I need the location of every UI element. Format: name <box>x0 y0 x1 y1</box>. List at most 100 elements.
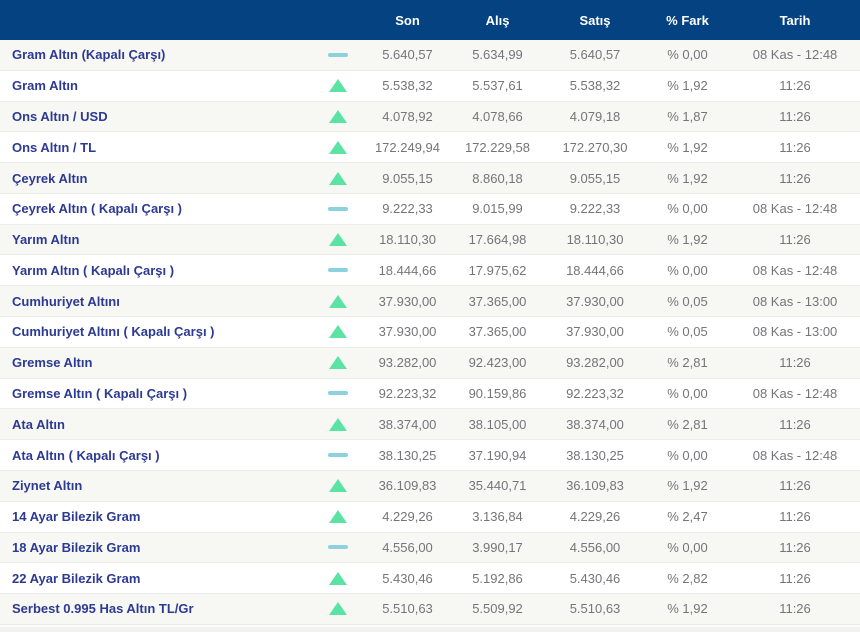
instrument-name: Yarım Altın <box>0 232 310 247</box>
fark-value: % 0,00 <box>645 386 730 401</box>
satis-value: 18.110,30 <box>545 232 645 247</box>
table-row[interactable]: Çeyrek Altın 9.055,15 8.860,18 9.055,15 … <box>0 163 860 194</box>
son-value: 5.510,63 <box>365 601 450 616</box>
table-row[interactable]: Ons Altın / USD 4.078,92 4.078,66 4.079,… <box>0 102 860 133</box>
table-row[interactable]: Yarım Altın ( Kapalı Çarşı ) 18.444,66 1… <box>0 255 860 286</box>
trend-flat-icon <box>328 268 348 272</box>
tarih-value: 11:26 <box>730 171 860 186</box>
alis-value: 172.229,58 <box>450 140 545 155</box>
trend-up-icon <box>329 233 347 246</box>
tarih-value: 08 Kas - 13:00 <box>730 324 860 339</box>
fark-value: % 1,92 <box>645 601 730 616</box>
alis-value: 5.509,92 <box>450 601 545 616</box>
son-value: 38.374,00 <box>365 417 450 432</box>
alis-value: 35.440,71 <box>450 478 545 493</box>
table-row[interactable]: Cumhuriyet Altını ( Kapalı Çarşı ) 37.93… <box>0 317 860 348</box>
trend-flat-icon <box>328 545 348 549</box>
satis-value: 172.270,30 <box>545 140 645 155</box>
son-value: 93.282,00 <box>365 355 450 370</box>
alis-value: 37.365,00 <box>450 324 545 339</box>
fark-value: % 0,00 <box>645 263 730 278</box>
tarih-value: 11:26 <box>730 109 860 124</box>
instrument-name: Yarım Altın ( Kapalı Çarşı ) <box>0 263 310 278</box>
alis-value: 90.159,86 <box>450 386 545 401</box>
trend-flat-icon <box>328 207 348 211</box>
trend-up-icon <box>329 325 347 338</box>
fark-value: % 1,92 <box>645 171 730 186</box>
instrument-name: Çeyrek Altın <box>0 171 310 186</box>
table-row[interactable]: Gram Altın (Kapalı Çarşı) 5.640,57 5.634… <box>0 40 860 71</box>
trend-up-icon <box>329 172 347 185</box>
satis-value: 5.510,63 <box>545 601 645 616</box>
trend-flat-icon <box>328 53 348 57</box>
tarih-value: 11:26 <box>730 509 860 524</box>
fark-value: % 1,92 <box>645 140 730 155</box>
alis-value: 37.190,94 <box>450 448 545 463</box>
table-row[interactable]: 14 Ayar Bilezik Gram 4.229,26 3.136,84 4… <box>0 502 860 533</box>
son-value: 37.930,00 <box>365 294 450 309</box>
instrument-name: 18 Ayar Bilezik Gram <box>0 540 310 555</box>
tarih-value: 11:26 <box>730 355 860 370</box>
satis-value: 18.444,66 <box>545 263 645 278</box>
instrument-name: Ziynet Altın <box>0 478 310 493</box>
table-row[interactable]: Cumhuriyet Altını 37.930,00 37.365,00 37… <box>0 286 860 317</box>
trend-up-icon <box>329 602 347 615</box>
son-value: 18.110,30 <box>365 232 450 247</box>
instrument-name: Çeyrek Altın ( Kapalı Çarşı ) <box>0 201 310 216</box>
instrument-name: Cumhuriyet Altını <box>0 294 310 309</box>
son-value: 4.078,92 <box>365 109 450 124</box>
trend-up-icon <box>329 510 347 523</box>
satis-value: 5.430,46 <box>545 571 645 586</box>
tarih-value: 11:26 <box>730 232 860 247</box>
table-row[interactable]: 18 Ayar Bilezik Gram 4.556,00 3.990,17 4… <box>0 533 860 564</box>
table-row[interactable]: Ata Altın ( Kapalı Çarşı ) 38.130,25 37.… <box>0 440 860 471</box>
instrument-name: Serbest 0.995 Has Altın TL/Gr <box>0 601 310 616</box>
son-value: 18.444,66 <box>365 263 450 278</box>
satis-value: 38.130,25 <box>545 448 645 463</box>
table-row[interactable]: Çeyrek Altın ( Kapalı Çarşı ) 9.222,33 9… <box>0 194 860 225</box>
instrument-name: 14 Ayar Bilezik Gram <box>0 509 310 524</box>
alis-value: 5.537,61 <box>450 78 545 93</box>
table-row[interactable]: 22 Ayar Bilezik Gram 5.430,46 5.192,86 5… <box>0 563 860 594</box>
tarih-value: 08 Kas - 13:00 <box>730 294 860 309</box>
trend-flat-icon <box>328 391 348 395</box>
alis-value: 38.105,00 <box>450 417 545 432</box>
table-footer-spacer <box>0 625 860 632</box>
table-row[interactable]: Ata Altın 38.374,00 38.105,00 38.374,00 … <box>0 409 860 440</box>
son-value: 9.055,15 <box>365 171 450 186</box>
column-header-son: Son <box>365 13 450 28</box>
tarih-value: 08 Kas - 12:48 <box>730 386 860 401</box>
satis-value: 5.538,32 <box>545 78 645 93</box>
instrument-name: Cumhuriyet Altını ( Kapalı Çarşı ) <box>0 324 310 339</box>
table-row[interactable]: Gremse Altın 93.282,00 92.423,00 93.282,… <box>0 348 860 379</box>
tarih-value: 11:26 <box>730 140 860 155</box>
satis-value: 4.229,26 <box>545 509 645 524</box>
trend-flat-icon <box>328 453 348 457</box>
satis-value: 9.222,33 <box>545 201 645 216</box>
alis-value: 37.365,00 <box>450 294 545 309</box>
fark-value: % 1,92 <box>645 478 730 493</box>
table-row[interactable]: Yarım Altın 18.110,30 17.664,98 18.110,3… <box>0 225 860 256</box>
trend-up-icon <box>329 141 347 154</box>
son-value: 4.556,00 <box>365 540 450 555</box>
tarih-value: 11:26 <box>730 601 860 616</box>
table-row[interactable]: Gram Altın 5.538,32 5.537,61 5.538,32 % … <box>0 71 860 102</box>
son-value: 92.223,32 <box>365 386 450 401</box>
tarih-value: 08 Kas - 12:48 <box>730 47 860 62</box>
satis-value: 5.640,57 <box>545 47 645 62</box>
trend-up-icon <box>329 79 347 92</box>
table-row[interactable]: Ons Altın / TL 172.249,94 172.229,58 172… <box>0 132 860 163</box>
satis-value: 92.223,32 <box>545 386 645 401</box>
table-row[interactable]: Ziynet Altın 36.109,83 35.440,71 36.109,… <box>0 471 860 502</box>
trend-up-icon <box>329 295 347 308</box>
table-row[interactable]: Gremse Altın ( Kapalı Çarşı ) 92.223,32 … <box>0 379 860 410</box>
instrument-name: Ata Altın ( Kapalı Çarşı ) <box>0 448 310 463</box>
fark-value: % 0,00 <box>645 540 730 555</box>
fark-value: % 2,81 <box>645 417 730 432</box>
fark-value: % 2,82 <box>645 571 730 586</box>
table-row[interactable]: Serbest 0.995 Has Altın TL/Gr 5.510,63 5… <box>0 594 860 625</box>
satis-value: 37.930,00 <box>545 324 645 339</box>
alis-value: 17.975,62 <box>450 263 545 278</box>
fark-value: % 1,87 <box>645 109 730 124</box>
satis-value: 37.930,00 <box>545 294 645 309</box>
